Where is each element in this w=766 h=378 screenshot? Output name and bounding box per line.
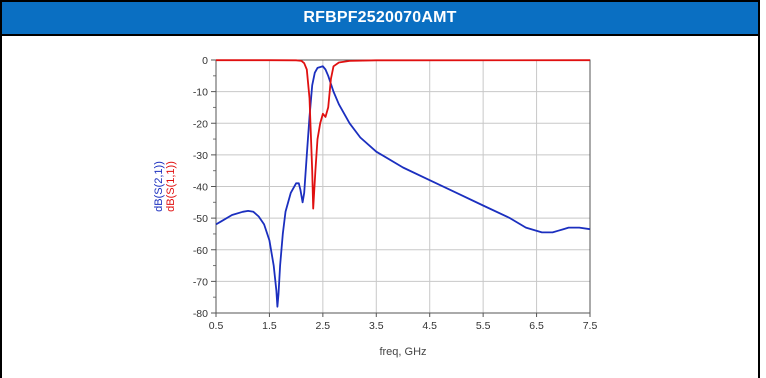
x-tick-label: 2.5: [316, 320, 331, 332]
x-tick-label: 5.5: [476, 320, 491, 332]
y-axis-label-s21: dB(S(2,1)): [153, 161, 165, 212]
y-tick-label: -70: [193, 276, 208, 288]
y-tick-label: -30: [193, 150, 208, 162]
series-group: [215, 59, 591, 308]
y-tick-labels: 0 -10 -20 -30 -40 -50 -60 -70 -80: [193, 55, 208, 320]
series-line-db-s-2-1: [215, 65, 591, 308]
sparameter-chart: 0.5 1.5 2.5 3.5 4.5 5.5 6.5 7.5 0 -10 -20 -30 -40 -5…: [153, 55, 598, 358]
chart-title: RFBPF2520070AMT: [303, 9, 457, 26]
y-tick-label: 0: [202, 55, 208, 67]
x-tick-label: 7.5: [583, 320, 598, 332]
y-tick-label: -50: [193, 213, 208, 225]
x-tick-label: 1.5: [262, 320, 277, 332]
y-tick-label: -10: [193, 87, 208, 99]
x-tick-label: 6.5: [529, 320, 544, 332]
x-tick-label: 0.5: [209, 320, 224, 332]
x-tick-label: 3.5: [369, 320, 384, 332]
x-axis-label: freq, GHz: [379, 346, 426, 358]
series-line-db-s-1-1: [216, 59, 591, 210]
y-tick-label: -60: [193, 245, 208, 257]
y-tick-label: -20: [193, 118, 208, 130]
grid: [215, 59, 591, 314]
axes: [211, 59, 591, 317]
y-tick-label: -40: [193, 182, 208, 194]
y-tick-label: -80: [193, 308, 208, 320]
x-tick-labels: 0.5 1.5 2.5 3.5 4.5 5.5 6.5 7.5: [209, 320, 598, 332]
chart-title-bar: RFBPF2520070AMT: [0, 0, 760, 36]
x-tick-label: 4.5: [422, 320, 437, 332]
y-axis-label-s11: dB(S(1,1)): [165, 161, 177, 212]
